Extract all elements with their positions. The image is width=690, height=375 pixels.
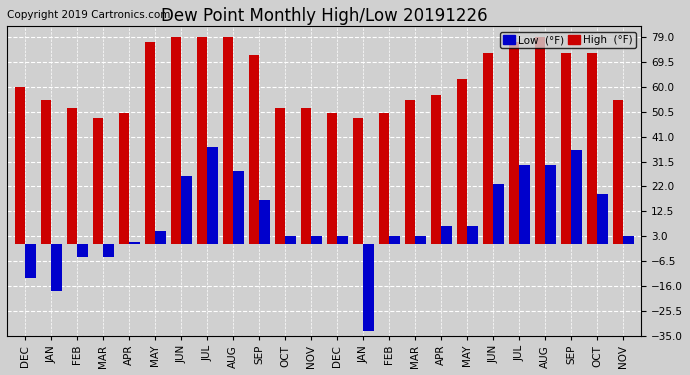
Bar (248, 56, 259, 244)
Bar (119, 113, 129, 244)
Text: Copyright 2019 Cartronics.com: Copyright 2019 Cartronics.com (7, 10, 170, 20)
Bar (259, 200, 270, 244)
Bar (285, 236, 295, 244)
Bar (613, 100, 623, 244)
Bar (181, 176, 192, 244)
Bar (586, 53, 597, 244)
Bar (353, 118, 363, 244)
Bar (623, 236, 633, 244)
Bar (77, 244, 88, 257)
Bar (327, 113, 337, 244)
Bar (493, 184, 504, 244)
Bar (207, 147, 217, 244)
Bar (223, 37, 233, 244)
Bar (197, 37, 207, 244)
Bar (519, 165, 529, 244)
Bar (441, 226, 451, 244)
Bar (301, 108, 311, 244)
Bar (155, 231, 166, 244)
Bar (170, 37, 181, 244)
Bar (14, 87, 25, 244)
Bar (561, 53, 571, 244)
Bar (275, 108, 285, 244)
Bar (92, 118, 103, 244)
Bar (389, 236, 400, 244)
Bar (41, 100, 51, 244)
Bar (405, 100, 415, 244)
Bar (67, 108, 77, 244)
Bar (509, 42, 519, 244)
Bar (545, 165, 555, 244)
Bar (379, 113, 389, 244)
Bar (363, 244, 373, 331)
Bar (431, 94, 441, 244)
Bar (415, 236, 426, 244)
Bar (571, 150, 582, 244)
Bar (129, 242, 139, 244)
Legend: Low  (°F), High  (°F): Low (°F), High (°F) (500, 32, 636, 48)
Bar (483, 53, 493, 244)
Bar (25, 244, 36, 278)
Bar (233, 171, 244, 244)
Bar (457, 79, 467, 244)
Bar (145, 42, 155, 244)
Bar (597, 194, 607, 244)
Bar (51, 244, 61, 291)
Title: Dew Point Monthly High/Low 20191226: Dew Point Monthly High/Low 20191226 (161, 7, 487, 25)
Bar (535, 37, 545, 244)
Bar (103, 244, 114, 257)
Bar (311, 236, 322, 244)
Bar (467, 226, 477, 244)
Bar (337, 236, 348, 244)
